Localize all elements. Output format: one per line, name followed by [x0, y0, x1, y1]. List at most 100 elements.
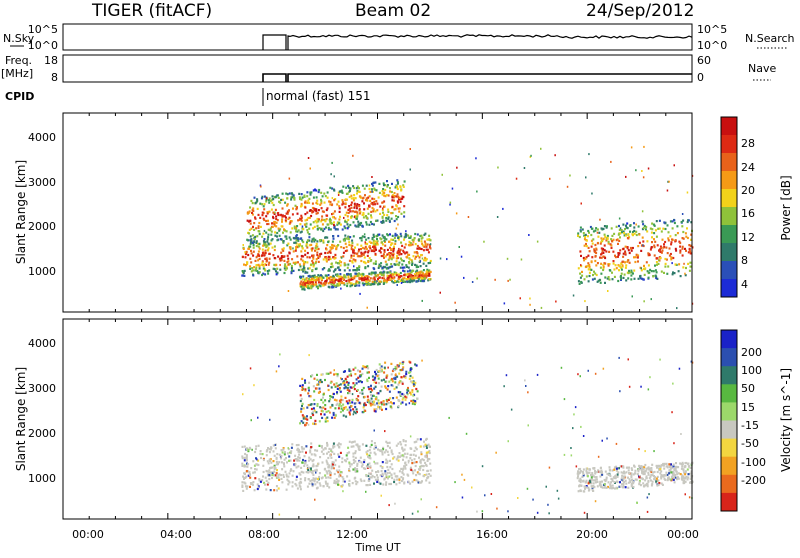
heatmap-cell — [368, 376, 370, 379]
heatmap-cell — [589, 225, 592, 229]
heatmap-cell — [294, 204, 297, 207]
heatmap-cell — [344, 370, 346, 373]
heatmap-cell — [286, 193, 289, 196]
heatmap-cell — [360, 461, 363, 464]
heatmap-cell — [256, 483, 259, 486]
heatmap-cell — [408, 279, 411, 282]
heatmap-cell — [286, 267, 288, 270]
heatmap-cell — [591, 227, 594, 230]
heatmap-cell — [338, 260, 341, 263]
heatmap-cell — [288, 459, 290, 462]
heatmap-cell — [390, 384, 393, 387]
heatmap-cell — [679, 275, 682, 278]
heatmap-cell — [591, 256, 594, 259]
heatmap-cell — [357, 220, 360, 223]
heatmap-cell — [310, 214, 313, 218]
heatmap-cell — [288, 236, 291, 239]
heatmap-cell — [319, 456, 322, 459]
heatmap-cell — [327, 456, 330, 460]
heatmap-cell — [422, 464, 425, 468]
heatmap-cell — [350, 278, 353, 281]
heatmap-cell — [620, 262, 623, 265]
heatmap-cell — [336, 392, 339, 395]
heatmap-cell — [599, 470, 602, 474]
heatmap-cell — [373, 223, 375, 226]
heatmap-cell — [312, 255, 315, 259]
heatmap-cell — [643, 472, 646, 475]
heatmap-cell — [387, 194, 390, 197]
heatmap-cell — [376, 462, 379, 465]
heatmap-cell — [358, 277, 361, 280]
heatmap-cell — [420, 453, 423, 456]
heatmap-cell — [409, 148, 411, 150]
heatmap-cell — [270, 461, 273, 464]
heatmap-cell — [330, 283, 333, 286]
heatmap-cell — [277, 474, 280, 477]
heatmap-cell — [340, 246, 343, 249]
heatmap-cell — [243, 456, 246, 459]
heatmap-cell — [376, 402, 379, 405]
heatmap-cell — [380, 274, 383, 277]
heatmap-cell — [620, 278, 622, 281]
heatmap-cell — [348, 479, 351, 482]
heatmap-cell — [353, 186, 356, 190]
heatmap-cell — [687, 262, 690, 265]
heatmap-cell — [315, 283, 318, 286]
heatmap-cell — [582, 468, 585, 471]
heatmap-cell — [370, 397, 373, 400]
heatmap-cell — [426, 459, 429, 462]
velocity-colorbar-swatch — [721, 438, 737, 458]
heatmap-cell — [354, 467, 357, 470]
heatmap-cell — [548, 512, 550, 515]
heatmap-cell — [312, 221, 315, 224]
heatmap-cell — [245, 250, 248, 253]
heatmap-cell — [348, 462, 351, 465]
heatmap-cell — [628, 235, 631, 239]
heatmap-cell — [420, 274, 423, 277]
heatmap-cell — [670, 241, 673, 244]
heatmap-cell — [262, 264, 265, 267]
heatmap-cell — [396, 179, 399, 182]
heatmap-cell — [253, 228, 256, 231]
heatmap-cell — [616, 475, 619, 478]
heatmap-cell — [301, 388, 304, 391]
heatmap-cell — [269, 418, 271, 421]
heatmap-cell — [587, 486, 590, 489]
heatmap-cell — [280, 259, 283, 262]
heatmap-cell — [261, 195, 264, 198]
heatmap-cell — [384, 385, 387, 388]
heatmap-cell — [666, 252, 669, 255]
heatmap-cell — [271, 466, 274, 469]
heatmap-cell — [615, 467, 618, 470]
heatmap-cell — [320, 398, 323, 401]
heatmap-cell — [312, 422, 314, 425]
heatmap-cell — [311, 206, 314, 210]
heatmap-cell — [376, 374, 379, 378]
heatmap-cell — [306, 195, 309, 198]
heatmap-cell — [325, 226, 327, 229]
heatmap-cell — [364, 267, 367, 270]
heatmap-cell — [425, 451, 428, 454]
heatmap-cell — [588, 153, 590, 156]
heatmap-cell — [607, 481, 610, 484]
heatmap-cell — [299, 384, 302, 387]
heatmap-cell — [307, 423, 310, 426]
heatmap-cell — [579, 276, 582, 279]
heatmap-cell — [311, 274, 314, 278]
beam-title: Beam 02 — [355, 1, 431, 21]
heatmap-cell — [384, 470, 387, 473]
heatmap-cell — [415, 364, 418, 367]
heatmap-cell — [263, 481, 266, 484]
heatmap-cell — [388, 475, 391, 478]
heatmap-cell — [383, 256, 385, 259]
heatmap-cell — [358, 208, 361, 211]
heatmap-cell — [405, 370, 408, 373]
heatmap-cell — [397, 391, 400, 394]
heatmap-cell — [385, 440, 388, 443]
heatmap-cell — [395, 386, 398, 389]
heatmap-cell — [639, 275, 641, 278]
heatmap-cell — [353, 402, 356, 405]
heatmap-cell — [267, 249, 270, 252]
heatmap-cell — [333, 257, 336, 260]
heatmap-cell — [628, 385, 631, 388]
